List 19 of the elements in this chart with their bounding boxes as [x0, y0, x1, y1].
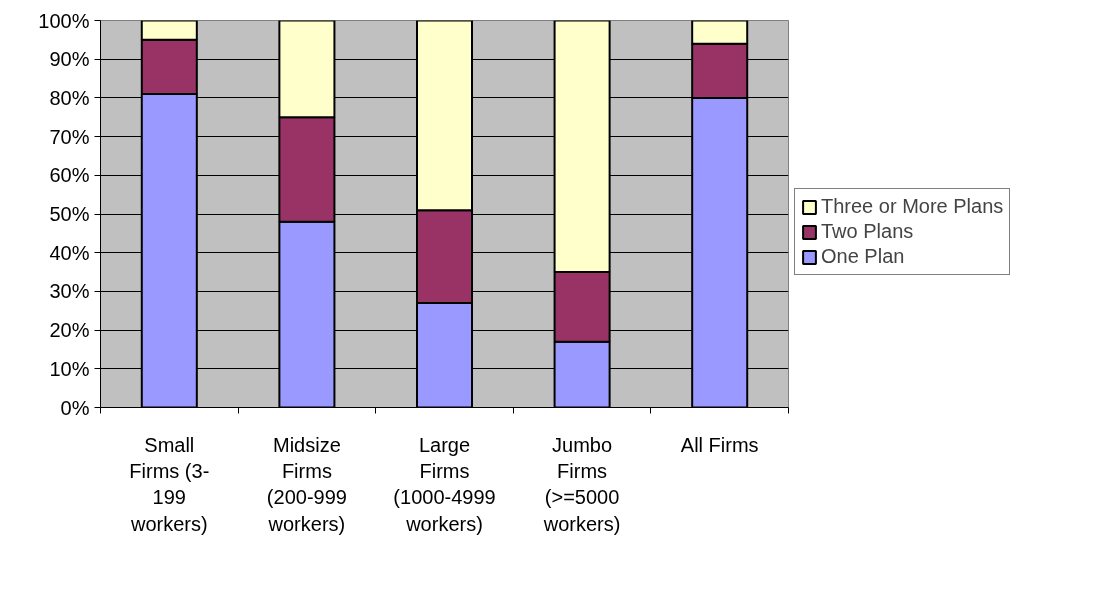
- y-tick-label: 70%: [49, 125, 90, 148]
- legend-label: Three or More Plans: [821, 195, 1004, 218]
- y-tick-label: 60%: [49, 164, 90, 187]
- x-tick-label: Large Firms (1000-4999 workers): [393, 433, 496, 535]
- x-tick-label: Midsize Firms (200-999 workers): [266, 433, 347, 535]
- y-tick-label: 50%: [49, 203, 90, 225]
- y-tick-label: 80%: [49, 86, 90, 109]
- legend-label: One Plan: [821, 245, 905, 268]
- x-tick-label: Small Firms (3-199 workers): [129, 433, 210, 535]
- x-tick-label: Jumbo Firms (>=5000 workers): [542, 433, 621, 535]
- y-tick-label: 40%: [49, 241, 90, 264]
- legend-label: Two Plans: [821, 220, 914, 243]
- x-tick-label: All Firms: [680, 433, 759, 456]
- y-tick-label: 20%: [49, 319, 90, 342]
- y-tick-label: 10%: [49, 357, 90, 380]
- y-tick-label: 30%: [49, 280, 90, 303]
- y-tick-label: 100%: [38, 9, 90, 32]
- y-tick-label: 90%: [49, 48, 90, 71]
- y-tick-label: 0%: [60, 396, 90, 419]
